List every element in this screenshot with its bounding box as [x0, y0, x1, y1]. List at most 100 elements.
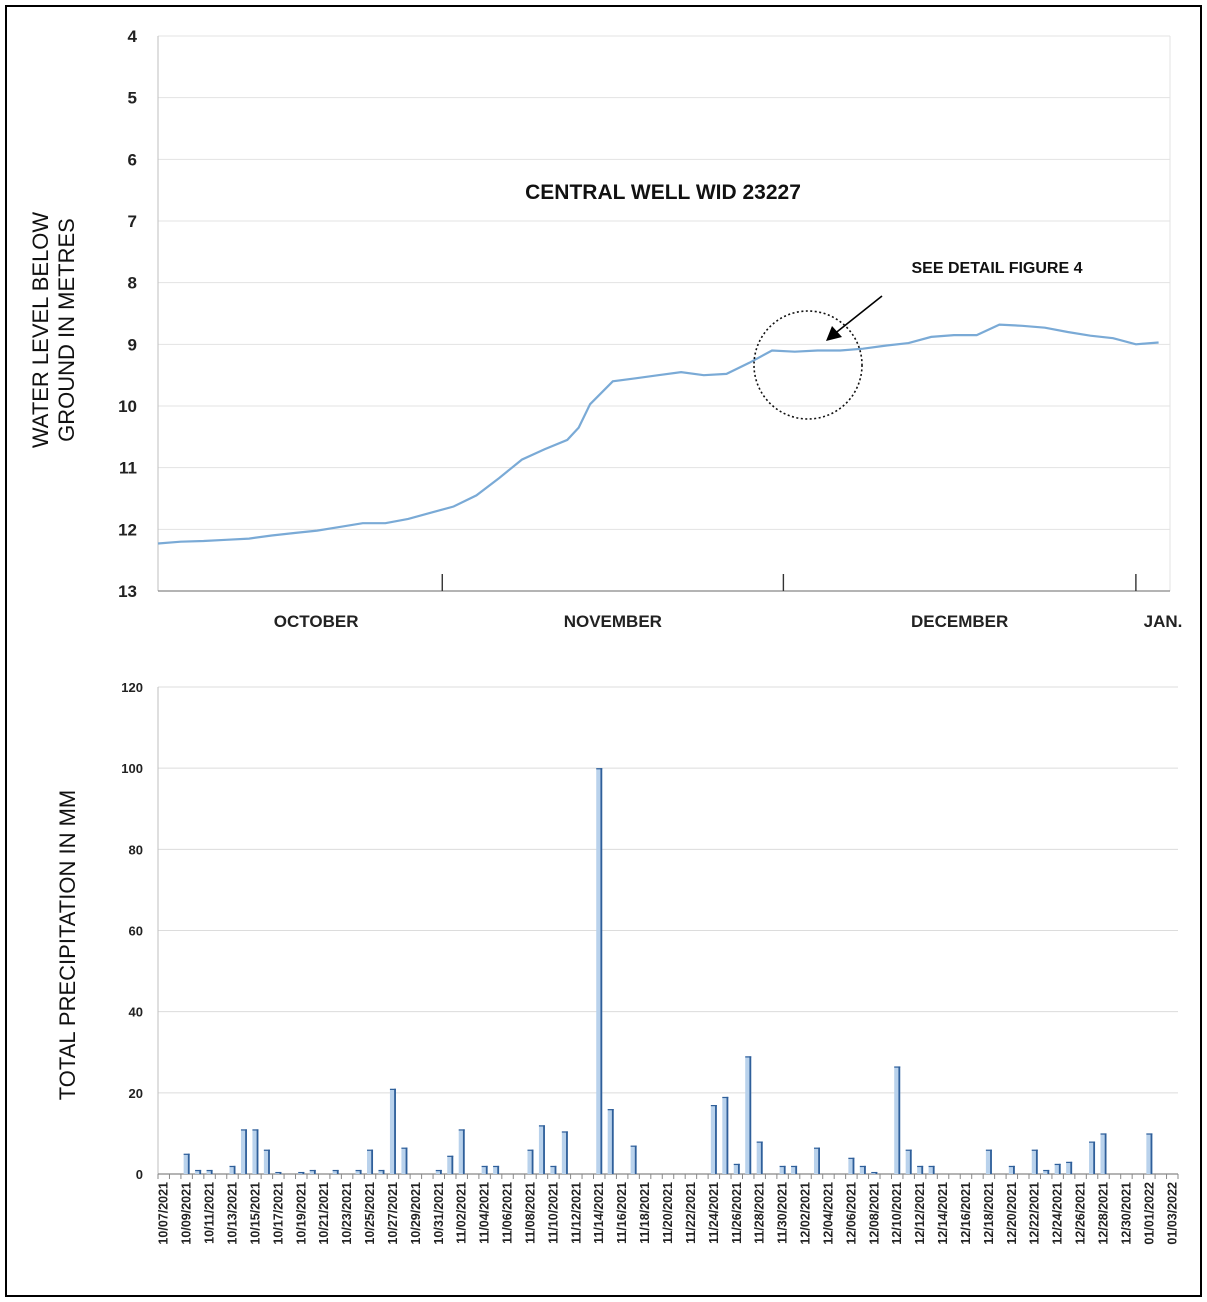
- y-tick-label: 12: [118, 520, 137, 539]
- x-tick-label: 11/22/2021: [684, 1182, 698, 1244]
- bar-fill: [596, 768, 603, 1174]
- precipitation-bar: [607, 1109, 614, 1174]
- bar-top: [561, 1131, 568, 1133]
- bar-edge: [737, 1163, 740, 1174]
- bar-fill: [229, 1165, 236, 1174]
- bar-fill: [630, 1145, 637, 1174]
- x-tick-label: 10/09/2021: [180, 1182, 194, 1245]
- precipitation-bar: [985, 1149, 992, 1174]
- x-tick-label: 11/18/2021: [638, 1182, 652, 1244]
- bar-top: [378, 1169, 385, 1172]
- bar-edge: [554, 1165, 557, 1174]
- bar-top: [1008, 1165, 1015, 1168]
- bar-top: [229, 1165, 236, 1168]
- bar-top: [596, 768, 603, 770]
- bar-edge: [313, 1169, 316, 1174]
- bar-top: [458, 1129, 465, 1131]
- bar-edge: [382, 1169, 385, 1174]
- precipitation-bar: [229, 1165, 236, 1174]
- precipitation-bar: [389, 1088, 396, 1174]
- precipitation-bar: [493, 1165, 500, 1174]
- precipitation-bar: [894, 1066, 901, 1174]
- x-tick-label: 11/12/2021: [569, 1182, 583, 1244]
- bar-top: [1100, 1133, 1107, 1135]
- bar-edge: [852, 1157, 855, 1174]
- bar-top: [367, 1149, 374, 1151]
- bar-top: [1043, 1169, 1050, 1172]
- bar-edge: [1104, 1133, 1107, 1174]
- x-tick-label: 10/27/2021: [386, 1182, 400, 1245]
- bar-fill: [447, 1155, 454, 1174]
- x-tick-label: 11/30/2021: [776, 1182, 790, 1244]
- x-tick-label: 11/24/2021: [707, 1182, 721, 1244]
- x-tick-label: 11/02/2021: [455, 1182, 469, 1244]
- precipitation-bar: [1008, 1165, 1015, 1174]
- detail-annotation: SEE DETAIL FIGURE 4: [912, 260, 1083, 277]
- precipitation-bar: [1054, 1163, 1061, 1174]
- x-tick-label: 01/01/2022: [1142, 1182, 1156, 1245]
- bar-fill: [355, 1169, 362, 1174]
- bar-fill: [607, 1109, 614, 1174]
- x-tick-label: 11/14/2021: [592, 1182, 606, 1244]
- precipitation-bar: [481, 1165, 488, 1174]
- precipitation-bar: [871, 1171, 878, 1174]
- month-label: NOVEMBER: [564, 612, 662, 631]
- bar-fill: [859, 1165, 866, 1174]
- y-tick-label: 20: [129, 1086, 143, 1101]
- precipitation-bar: [630, 1145, 637, 1174]
- bar-top: [183, 1153, 190, 1155]
- bar-edge: [543, 1125, 545, 1174]
- water-level-y-axis-label: WATER LEVEL BELOW GROUND IN METRES: [28, 212, 79, 449]
- x-tick-label: 10/07/2021: [157, 1182, 171, 1245]
- water-level-y-axis-label-line-2: GROUND IN METRES: [54, 218, 79, 442]
- bar-top: [263, 1149, 270, 1151]
- bar-fill: [1008, 1165, 1015, 1174]
- bar-edge: [485, 1165, 488, 1174]
- bar-top: [791, 1165, 798, 1168]
- precipitation-bar: [905, 1149, 912, 1174]
- bar-top: [493, 1165, 500, 1168]
- precipitation-bar: [1089, 1141, 1096, 1174]
- precipitation-y-axis-label: TOTAL PRECIPITATION IN MM: [55, 790, 80, 1100]
- x-tick-label: 10/15/2021: [248, 1182, 262, 1245]
- bar-fill: [1100, 1133, 1107, 1174]
- bar-top: [309, 1169, 316, 1172]
- bar-top: [527, 1149, 534, 1151]
- x-tick-label: 12/16/2021: [959, 1182, 973, 1245]
- precipitation-bar: [298, 1171, 305, 1174]
- bar-edge: [909, 1149, 912, 1174]
- bar-edge: [634, 1145, 637, 1174]
- water-level-series-line: [157, 323, 1159, 545]
- bar-fill: [252, 1129, 259, 1174]
- precipitation-bar: [779, 1165, 786, 1174]
- x-tick-label: 12/20/2021: [1005, 1182, 1019, 1245]
- bar-top: [928, 1165, 935, 1168]
- bar-top: [905, 1149, 912, 1151]
- bar-top: [848, 1157, 855, 1159]
- bar-fill: [481, 1165, 488, 1174]
- x-tick-label: 10/21/2021: [317, 1182, 331, 1245]
- bar-fill: [538, 1125, 545, 1174]
- precipitation-bar: [1100, 1133, 1107, 1174]
- bar-fill: [401, 1147, 408, 1174]
- bar-top: [1031, 1149, 1038, 1151]
- bar-fill: [733, 1163, 740, 1174]
- bar-top: [733, 1163, 740, 1166]
- precipitation-bar: [722, 1096, 729, 1174]
- precipitation-bar: [745, 1056, 752, 1174]
- bar-edge: [462, 1129, 465, 1174]
- bar-top: [538, 1125, 545, 1127]
- x-tick-label: 01/03/2022: [1165, 1182, 1179, 1245]
- bar-fill: [928, 1165, 935, 1174]
- precipitation-y-ticks: 0 20 40 60 80 100 120: [121, 680, 143, 1182]
- x-tick-label: 10/25/2021: [363, 1182, 377, 1245]
- bar-fill: [791, 1165, 798, 1174]
- x-tick-label: 12/28/2021: [1097, 1182, 1111, 1245]
- x-tick-label: 11/04/2021: [478, 1182, 492, 1244]
- y-tick-label: 11: [119, 459, 137, 478]
- bar-edge: [405, 1147, 408, 1174]
- bar-edge: [1047, 1169, 1050, 1174]
- precipitation-bar: [1146, 1133, 1153, 1174]
- precipitation-bar: [183, 1153, 190, 1174]
